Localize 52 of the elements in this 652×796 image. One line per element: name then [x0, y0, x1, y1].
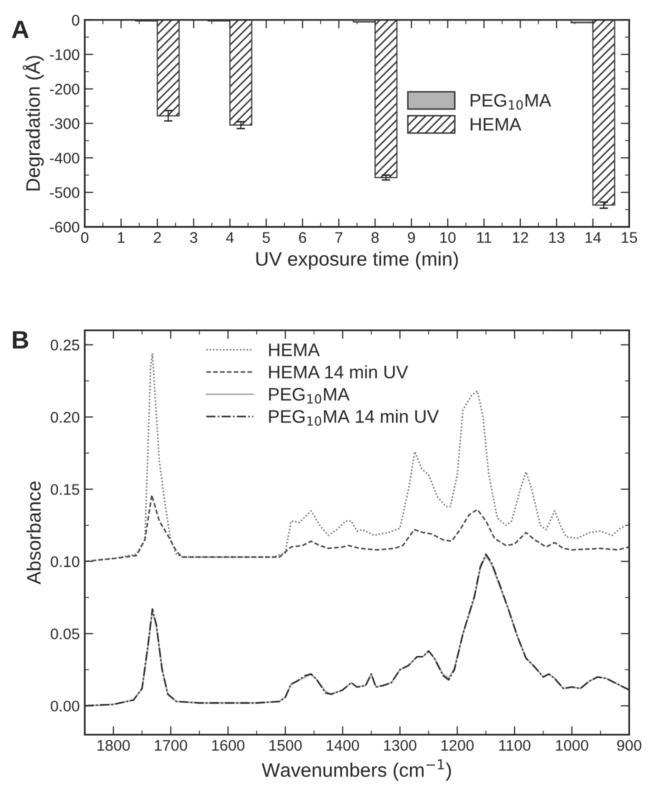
y-tick-label: -400 [50, 152, 80, 164]
y-axis-title: Degradation (Å) [22, 56, 44, 190]
x-tick-label: 0 [81, 232, 88, 243]
legend-label: PEG$_{10}$MA 14 min UV [269, 410, 439, 426]
y-tick-label: 0.25 [50, 340, 80, 350]
y-tick-label: -100 [50, 49, 80, 60]
x-tick-label: 15 [622, 232, 638, 243]
chart-title: B [12, 331, 28, 348]
x-tick-label: 6 [299, 232, 306, 243]
x-tick-label: 8 [372, 232, 379, 243]
x-tick-label: 9 [408, 232, 415, 243]
y-tick-label: 0.20 [50, 412, 80, 423]
x-tick-label: 5 [262, 232, 270, 243]
x-tick-label: 7 [335, 232, 342, 243]
x-tick-label: 1200 [441, 740, 474, 751]
x-tick-label: 10 [440, 232, 456, 243]
x-axis-title: UV exposure time (min) [256, 252, 458, 270]
x-tick-label: 1600 [212, 740, 244, 751]
x-tick-label: 1300 [384, 740, 416, 751]
legend-label: PEG$_{10}$MA [470, 94, 552, 110]
x-tick-label: 13 [549, 232, 564, 243]
x-tick-label: 3 [190, 232, 198, 243]
legend-label: HEMA [269, 344, 320, 356]
y-axis-title: Absorbance [26, 482, 41, 584]
y-tick-label: -500 [50, 187, 80, 198]
x-tick-label: 1100 [499, 740, 530, 751]
x-tick-label: 11 [477, 232, 492, 243]
x-tick-label: 900 [617, 740, 642, 751]
legend-label: HEMA [470, 118, 522, 131]
x-tick-label: 2 [154, 232, 161, 243]
x-tick-label: 12 [512, 232, 528, 243]
x-tick-label: 4 [226, 232, 234, 243]
legend-label: PEG$_{10}$MA [269, 388, 350, 404]
y-tick-label: 0.10 [50, 556, 80, 568]
chart-title: A [12, 20, 29, 38]
x-tick-label: 1800 [98, 740, 130, 751]
x-tick-label: 14 [586, 232, 601, 243]
x-tick-label: 1400 [326, 740, 360, 751]
x-axis-title: Wavenumbers (cm$^{−1}$) [262, 759, 451, 781]
x-tick-label: 1000 [556, 740, 588, 751]
y-tick-label: -600 [50, 222, 80, 233]
y-tick-label: 0.00 [50, 700, 80, 712]
y-tick-label: -300 [50, 118, 80, 130]
x-tick-label: 1 [118, 232, 125, 243]
y-tick-label: -200 [50, 84, 80, 95]
x-tick-label: 1500 [270, 740, 302, 751]
line-series [84, 494, 630, 562]
y-tick-label: 0.15 [50, 484, 80, 495]
x-tick-label: 1700 [154, 740, 188, 751]
y-tick-label: 0 [72, 14, 80, 26]
legend-label: HEMA 14 min UV [269, 365, 408, 378]
y-tick-label: 0.05 [50, 628, 80, 640]
